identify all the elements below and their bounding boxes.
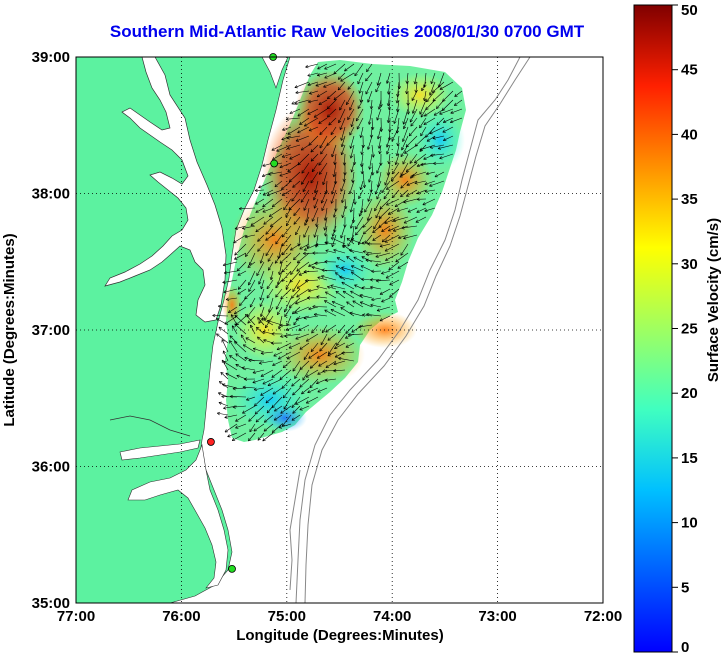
velocity-field [222, 60, 466, 442]
colorbar-label: Surface Velocity (cm/s) [705, 218, 722, 382]
colorbar [633, 4, 673, 653]
colorbar-tick-label: 45 [681, 62, 698, 79]
colorbar-tick-label: 15 [681, 450, 698, 467]
bathymetry-contours [289, 57, 531, 603]
lat-tick-label: 37:00 [32, 322, 70, 339]
colorbar-tick-label: 25 [681, 321, 698, 338]
lat-tick-label: 38:00 [32, 186, 70, 203]
delaware-bay [261, 57, 289, 89]
station-hatteras [228, 564, 236, 573]
station-duck [207, 438, 215, 446]
colorbar-tick-label: 40 [681, 126, 698, 143]
colorbar-tick-label: 10 [681, 515, 698, 532]
lat-tick-label: 36:00 [32, 459, 70, 476]
lon-tick-label: 77:00 [57, 608, 95, 625]
graticule [76, 57, 603, 603]
lon-tick-label: 76:00 [162, 608, 200, 625]
lon-tick-label: 75:00 [268, 608, 306, 625]
y-axis-label: Latitude (Degrees:Minutes) [1, 233, 18, 426]
velocity-vectors [212, 63, 463, 442]
station-delmarva [270, 159, 279, 168]
colorbar-tick-label: 0 [681, 639, 689, 656]
colorbar-tick-label: 35 [681, 191, 698, 208]
plot-frame [75, 56, 604, 604]
map-title: Southern Mid-Atlantic Raw Velocities 200… [109, 22, 585, 41]
nc-inlet [109, 415, 191, 437]
lon-tick-label: 72:00 [584, 608, 622, 625]
colorbar-tick-label: 30 [681, 256, 698, 273]
lat-tick-label: 39:00 [32, 49, 70, 66]
longitude-ticks: 77:00 76:00 75:00 74:00 73:00 72:00 [57, 608, 622, 625]
latitude-ticks: 35:00 36:00 37:00 38:00 39:00 [32, 49, 70, 612]
albemarle-sound [119, 439, 201, 461]
x-axis-label: Longitude (Degrees:Minutes) [236, 627, 444, 644]
chesapeake-bay [104, 57, 227, 323]
lat-tick-label: 35:00 [32, 595, 70, 612]
colorbar-tick-label: 5 [681, 579, 689, 596]
lon-tick-label: 74:00 [373, 608, 411, 625]
colorbar-tick-label: 20 [681, 385, 698, 402]
lon-tick-label: 73:00 [478, 608, 516, 625]
colorbar-tick-label: 50 [681, 2, 698, 19]
colorbar-ticks: 0 5 10 15 20 25 30 35 40 45 50 [672, 2, 698, 656]
pamlico-sound [127, 443, 229, 589]
